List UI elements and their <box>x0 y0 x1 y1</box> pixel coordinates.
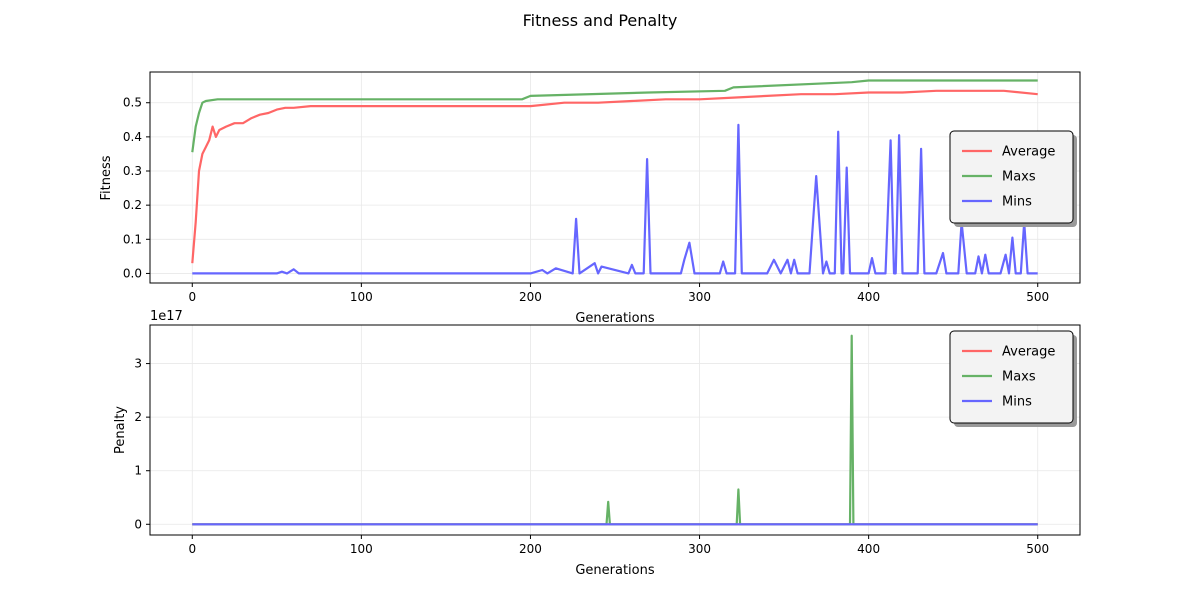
fitness-panel: Fitness Generations 0 100 200 300 400 500 0.0 0… <box>99 71 1081 326</box>
series-line-maxs <box>191 79 1038 153</box>
series-line-mins <box>192 123 1038 275</box>
legend-label: Average <box>1002 145 1055 160</box>
y-tick-label: 0.1 <box>123 232 142 246</box>
y-tick-label: 3 <box>134 357 142 371</box>
y-tick-label: 2 <box>134 410 142 424</box>
legend-label: Maxs <box>1002 170 1036 185</box>
penalty-panel: Penalty Generations 1e17 0 100 200 300 400 50… <box>113 309 1081 578</box>
x-tick-label: 400 <box>857 542 880 556</box>
x-tick-label: 300 <box>688 290 711 304</box>
axes-frame <box>149 71 1081 284</box>
penalty-ylabel: Penalty <box>113 406 128 454</box>
y-tick-label: 0 <box>134 517 142 531</box>
x-tick-label: 500 <box>1026 542 1049 556</box>
y-tick-label: 0.0 <box>123 266 142 280</box>
x-tick-label: 100 <box>350 290 373 304</box>
x-tick-label: 300 <box>688 542 711 556</box>
legend-label: Mins <box>1002 195 1032 210</box>
y-tick-label: 0.4 <box>123 130 142 144</box>
x-tick-label: 500 <box>1026 290 1049 304</box>
x-tick-label: 0 <box>188 290 196 304</box>
y-tick-label: 0.2 <box>123 198 142 212</box>
fitness-ylabel: Fitness <box>99 155 114 200</box>
y-tick-label: 0.5 <box>123 96 142 110</box>
penalty-y-offset-label: 1e17 <box>150 309 183 324</box>
x-tick-label: 200 <box>519 290 542 304</box>
series-line-maxs <box>192 334 1038 526</box>
penalty-xlabel: Generations <box>575 563 655 578</box>
axes-frame <box>149 324 1081 536</box>
legend-label: Maxs <box>1002 370 1036 385</box>
y-tick-label: 1 <box>134 464 142 478</box>
x-tick-label: 200 <box>519 542 542 556</box>
series-line-average <box>191 89 1038 264</box>
y-tick-label: 0.3 <box>123 164 142 178</box>
x-tick-label: 100 <box>350 542 373 556</box>
fitness-xlabel: Generations <box>575 311 655 326</box>
x-tick-label: 0 <box>188 542 196 556</box>
legend-label: Mins <box>1002 395 1032 410</box>
figure-title: Fitness and Penalty <box>523 11 678 30</box>
legend-label: Average <box>1002 345 1055 360</box>
x-tick-label: 400 <box>857 290 880 304</box>
